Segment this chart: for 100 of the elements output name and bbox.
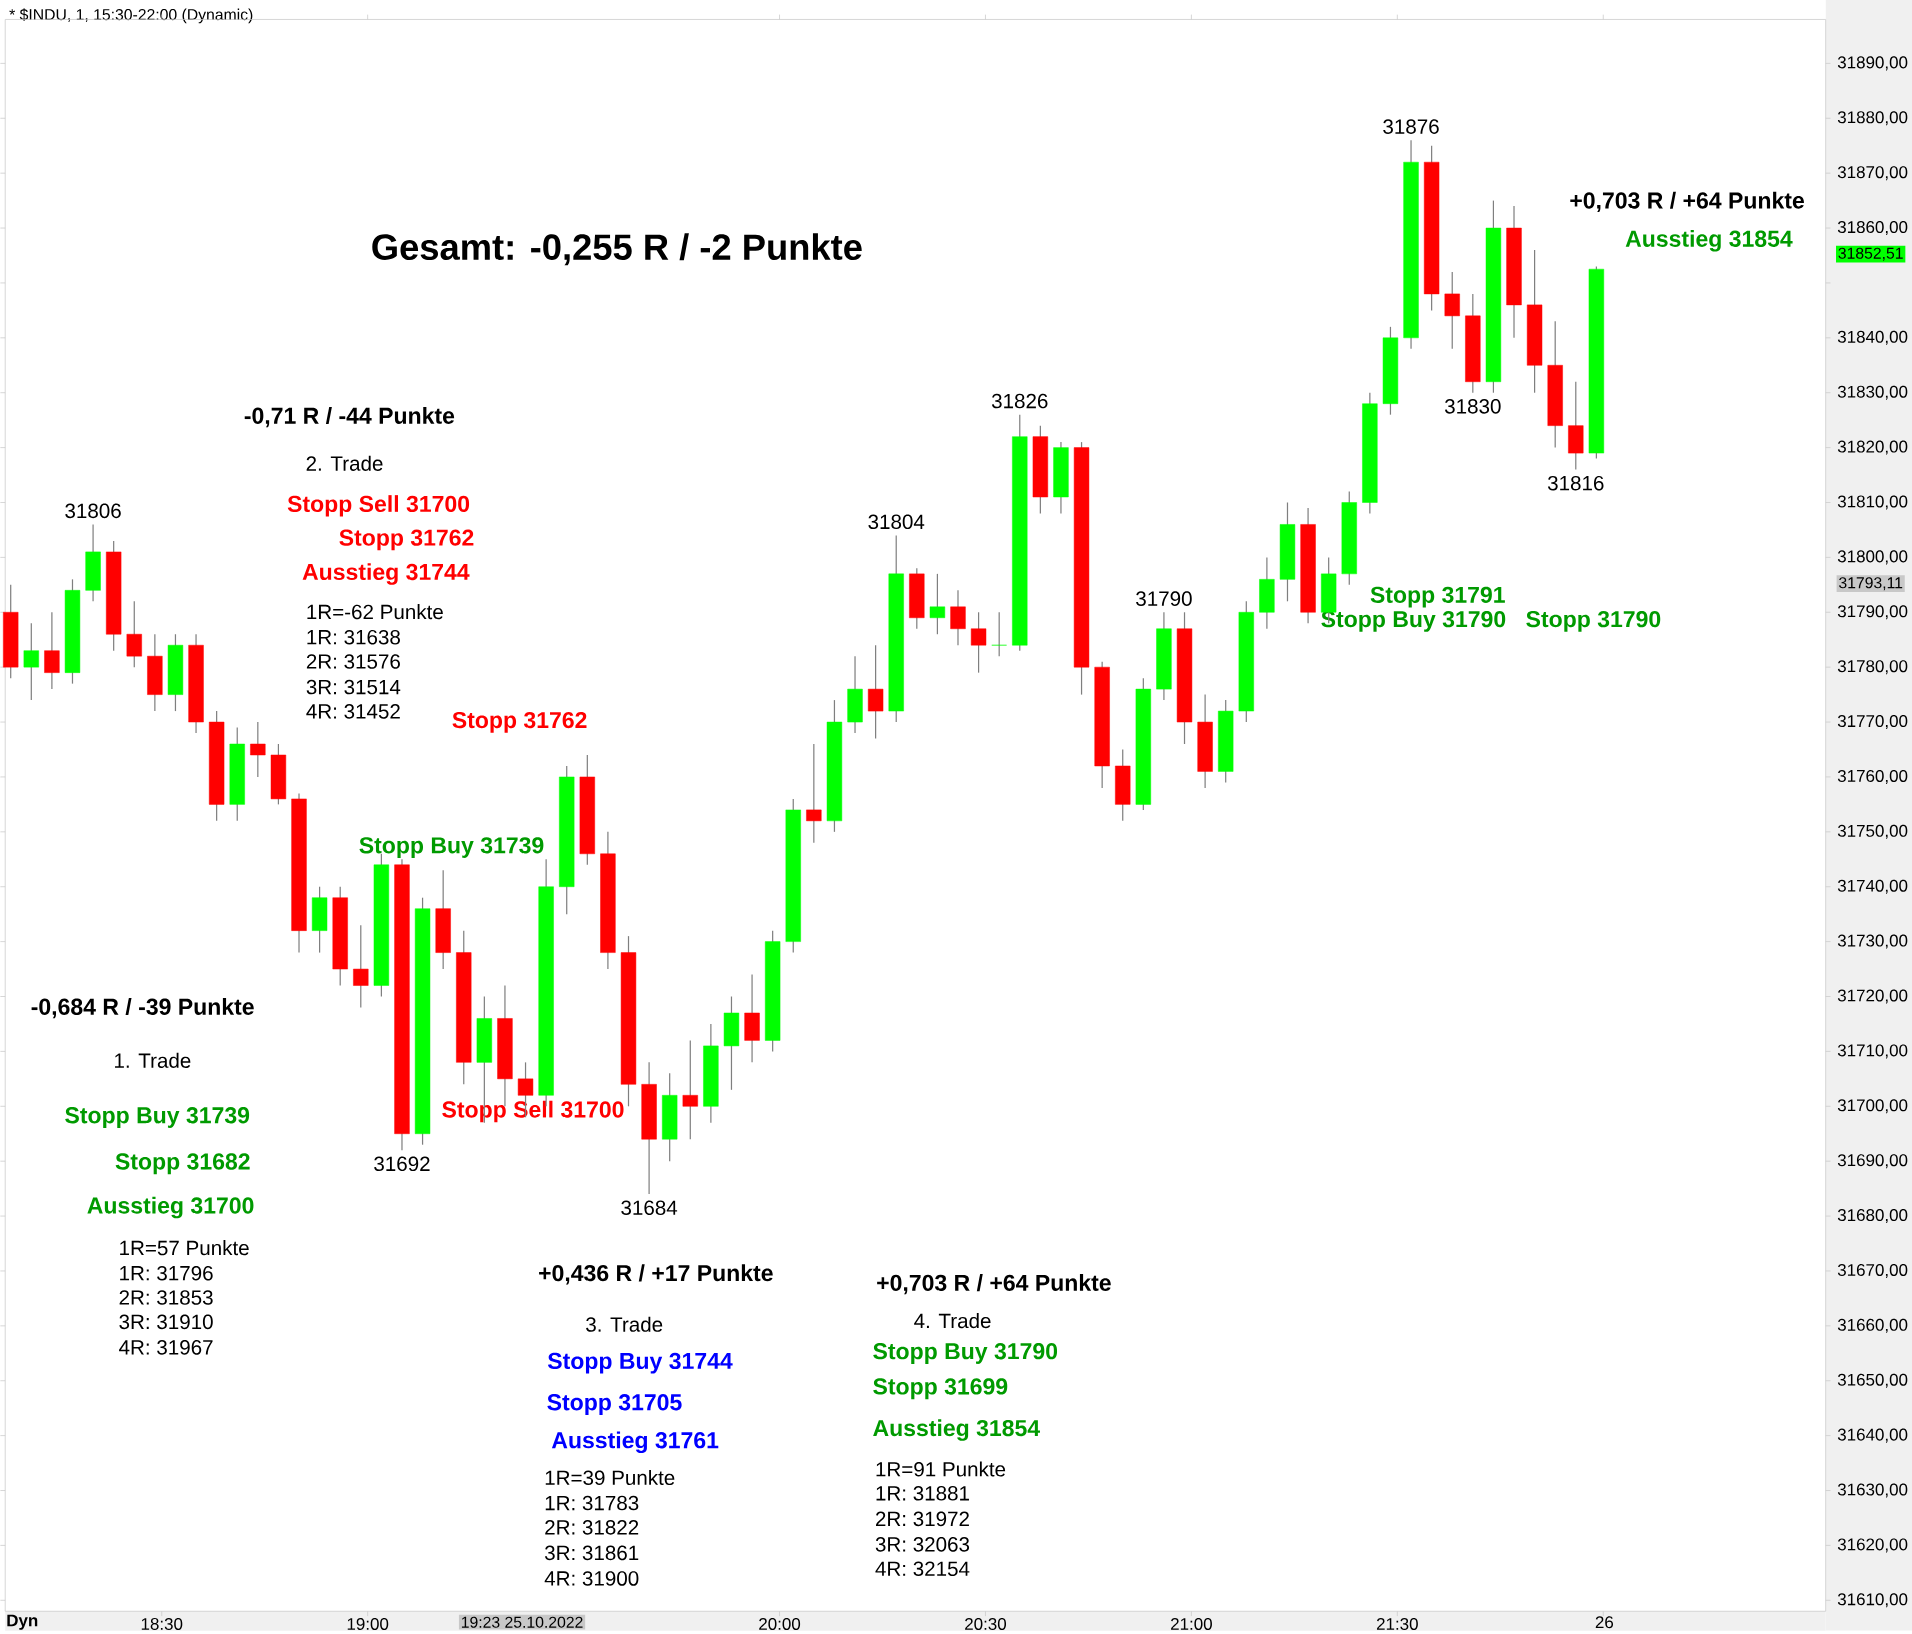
x-tick-label: 21:00 bbox=[1171, 1617, 1212, 1630]
text: 19:23 25.10.2022 bbox=[461, 1616, 583, 1628]
annotation: 31830 bbox=[1444, 399, 1501, 414]
candlestick bbox=[950, 589, 966, 646]
annotation: 1. Trade bbox=[115, 1052, 191, 1068]
annotation: 31804 bbox=[868, 514, 925, 530]
y-tick-label: 31650,00 bbox=[1837, 1373, 1908, 1388]
y-tick-label: 31770,00 bbox=[1837, 715, 1908, 730]
annotation: Stopp Buy 31790 bbox=[1321, 610, 1506, 632]
y-tick-label: 31700,00 bbox=[1837, 1099, 1908, 1114]
annotation: 1R: 31638 bbox=[307, 629, 400, 645]
y-tick-label: 31660,00 bbox=[1837, 1318, 1908, 1333]
annotation: 2R: 31822 bbox=[545, 1520, 639, 1535]
annotation: -0,684 R / -39 Punkte bbox=[31, 997, 254, 1019]
annotation: Stopp Sell 31700 bbox=[442, 1100, 624, 1123]
annotation: 3R: 31514 bbox=[306, 679, 401, 695]
annotation: 3R: 32063 bbox=[875, 1537, 970, 1552]
annotation: 1R=-62 Punkte bbox=[307, 604, 443, 620]
annotation: 4R: 31967 bbox=[119, 1340, 213, 1355]
candlestick bbox=[1444, 271, 1460, 350]
candlestick bbox=[250, 721, 266, 778]
y-tick-label: 31870,00 bbox=[1837, 166, 1908, 181]
y-tick-label: 31610,00 bbox=[1837, 1593, 1908, 1608]
annotation: 31684 bbox=[621, 1200, 678, 1216]
x-tick-label: 20:30 bbox=[965, 1617, 1007, 1630]
y-tick-label: 31720,00 bbox=[1837, 989, 1908, 1004]
text: Dyn bbox=[7, 1614, 38, 1630]
annotation: Ausstieg 31744 bbox=[302, 563, 470, 585]
candlestick bbox=[970, 611, 987, 674]
annotation: 3R: 31910 bbox=[119, 1314, 213, 1330]
y-tick-label: 31800,00 bbox=[1837, 550, 1908, 565]
annotation: Gesamt: -0,255 R / -2 Punkte bbox=[372, 233, 862, 266]
candlestick bbox=[44, 611, 60, 690]
annotation: Stopp 31705 bbox=[547, 1394, 682, 1415]
candlestick bbox=[682, 1039, 698, 1140]
y-tick-label: 31860,00 bbox=[1837, 221, 1908, 236]
x-tick-label: 18:30 bbox=[141, 1617, 183, 1630]
y-tick-label: 31690,00 bbox=[1837, 1154, 1908, 1169]
annotation: -0,71 R / -44 Punkte bbox=[244, 406, 455, 428]
annotation: 31826 bbox=[991, 393, 1048, 409]
annotation: Stopp 31791 bbox=[1370, 586, 1505, 608]
annotation: 4R: 31900 bbox=[544, 1571, 639, 1586]
annotation: 31876 bbox=[1383, 119, 1439, 134]
annotation: 2. Trade bbox=[306, 455, 383, 471]
y-tick-label: 31880,00 bbox=[1837, 111, 1908, 126]
annotation: 4R: 31452 bbox=[306, 704, 400, 719]
annotation: 1R=39 Punkte bbox=[545, 1469, 675, 1486]
annotation: 1R=57 Punkte bbox=[120, 1240, 249, 1256]
annotation: Stopp 31682 bbox=[115, 1153, 250, 1175]
annotation: 2R: 31972 bbox=[876, 1511, 969, 1527]
y-tick-label: 31670,00 bbox=[1837, 1263, 1908, 1278]
y-tick-label: 31730,00 bbox=[1837, 934, 1908, 949]
annotation: 1R: 31881 bbox=[876, 1486, 969, 1501]
annotation: 31806 bbox=[65, 503, 121, 519]
annotation: 1R: 31783 bbox=[545, 1495, 639, 1511]
annotation: +0,703 R / +64 Punkte bbox=[877, 1274, 1111, 1295]
y-tick-label: 31630,00 bbox=[1837, 1483, 1908, 1498]
x-tick-label: 21:30 bbox=[1376, 1617, 1418, 1630]
candlestick bbox=[806, 743, 822, 844]
y-tick-label: 31840,00 bbox=[1837, 330, 1908, 345]
y-tick-label: 31640,00 bbox=[1837, 1428, 1908, 1443]
annotation: Stopp Buy 31744 bbox=[547, 1352, 733, 1374]
annotation: 2R: 31576 bbox=[306, 654, 400, 669]
y-tick-label: 31740,00 bbox=[1837, 879, 1908, 894]
annotation: Ausstieg 31700 bbox=[87, 1196, 254, 1219]
y-tick-label: 31790,00 bbox=[1837, 605, 1908, 620]
annotation: Stopp Sell 31700 bbox=[287, 495, 470, 517]
annotation: Stopp Buy 31739 bbox=[359, 837, 544, 858]
y-tick-label: 31760,00 bbox=[1837, 769, 1908, 784]
annotation: Ausstieg 31854 bbox=[1625, 229, 1793, 252]
text: 31793,11 bbox=[1839, 577, 1903, 591]
candlestick bbox=[23, 622, 39, 701]
annotation: 31692 bbox=[374, 1156, 430, 1172]
text: 31852,51 bbox=[1838, 247, 1903, 261]
annotation: Stopp 31699 bbox=[873, 1378, 1008, 1400]
y-tick-label: 31890,00 bbox=[1837, 56, 1908, 71]
text: 26 bbox=[1595, 1616, 1614, 1629]
annotation: 4. Trade bbox=[914, 1313, 991, 1329]
candlestick bbox=[991, 611, 1007, 657]
annotation: 1R: 31796 bbox=[120, 1265, 213, 1281]
annotation: Stopp Buy 31739 bbox=[65, 1107, 250, 1128]
annotation: Stopp Buy 31790 bbox=[873, 1343, 1058, 1364]
annotation: Ausstieg 31761 bbox=[551, 1431, 719, 1454]
chart-title: * $INDU, 1, 15:30-22:00 (Dynamic) bbox=[9, 8, 253, 24]
candlestick bbox=[353, 924, 369, 1009]
annotation: 3R: 31861 bbox=[544, 1545, 639, 1561]
annotation: Stopp 31762 bbox=[339, 529, 474, 551]
y-tick-label: 31710,00 bbox=[1837, 1044, 1908, 1059]
annotation: 3. Trade bbox=[586, 1316, 663, 1332]
annotation: 4R: 32154 bbox=[875, 1561, 970, 1577]
annotation: +0,703 R / +64 Punkte bbox=[1570, 191, 1804, 212]
y-tick-label: 31680,00 bbox=[1837, 1209, 1908, 1224]
y-tick-label: 31830,00 bbox=[1837, 385, 1908, 400]
y-tick-label: 31810,00 bbox=[1837, 495, 1908, 510]
annotation: 2R: 31853 bbox=[119, 1290, 213, 1305]
annotation: Ausstieg 31854 bbox=[873, 1419, 1040, 1441]
x-tick-label: 19:00 bbox=[347, 1617, 389, 1630]
y-tick-label: 31620,00 bbox=[1837, 1538, 1908, 1553]
annotation: Stopp 31762 bbox=[452, 711, 587, 733]
y-tick-label: 31820,00 bbox=[1837, 440, 1908, 455]
